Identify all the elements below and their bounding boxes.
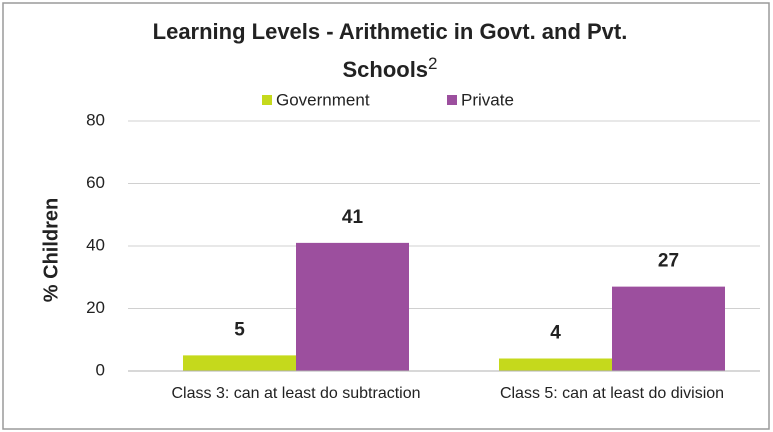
legend-swatch [447,95,457,105]
legend-label: Government [276,90,370,109]
bar [612,286,725,371]
y-tick-label: 60 [86,173,105,192]
y-tick-label: 0 [96,360,105,379]
y-tick-label: 80 [86,110,105,129]
y-tick-label: 40 [86,235,105,254]
x-tick-label: Class 3: can at least do subtraction [171,385,421,402]
bar [183,355,296,371]
legend-label: Private [461,90,514,109]
bar [296,242,409,371]
bar [499,358,612,371]
chart-title: Learning Levels - Arithmetic in Govt. an… [130,16,650,86]
y-axis-label: % Children [40,198,62,302]
title-text: Learning Levels - Arithmetic in Govt. an… [152,19,628,82]
value-label: 4 [550,323,561,344]
value-label: 27 [658,251,679,272]
value-label: 5 [234,319,245,340]
y-tick-label: 20 [86,298,105,317]
x-tick-label: Class 5: can at least do division [499,385,725,402]
legend-swatch [262,95,272,105]
title-superscript: 2 [428,54,438,73]
value-label: 41 [342,207,364,228]
